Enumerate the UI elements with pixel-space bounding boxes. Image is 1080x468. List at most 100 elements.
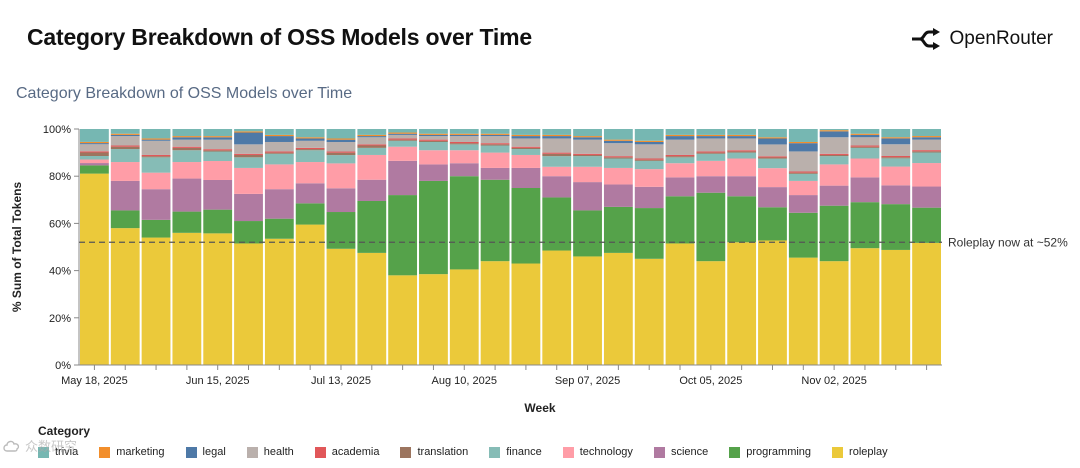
bar-segment-academia	[542, 152, 572, 154]
legend-title: Category	[38, 424, 91, 438]
bar-segment-health	[357, 137, 387, 145]
bar-segment-finance	[542, 156, 572, 167]
bar-segment-roleplay	[449, 269, 479, 365]
legend-item-trivia[interactable]: trivia	[38, 446, 78, 458]
bar-segment-trivia	[141, 129, 171, 139]
bar-segment-roleplay	[634, 258, 664, 365]
bar-segment-trivia	[573, 129, 602, 137]
bar-segment-translation	[573, 154, 602, 157]
bar-segment-health	[696, 138, 726, 152]
bar-segment-trivia	[480, 129, 510, 134]
bar-segment-science	[357, 179, 387, 201]
bar-segment-academia	[634, 158, 664, 160]
bar-segment-translation	[234, 154, 263, 158]
legend-item-legal[interactable]: legal	[185, 446, 226, 458]
bar-segment-science	[542, 176, 572, 198]
bar-segment-programming	[511, 188, 541, 264]
bar-segment-health	[141, 140, 171, 155]
bar-segment-technology	[603, 167, 633, 185]
bar-segment-academia	[881, 156, 911, 158]
bar-segment-health	[234, 144, 263, 154]
bar-segment-roleplay	[264, 238, 294, 365]
bar-segment-academia	[80, 151, 109, 153]
bar-segment-science	[912, 186, 941, 208]
bar-segment-translation	[172, 147, 202, 151]
legend-item-academia[interactable]: academia	[314, 446, 379, 458]
bar-segment-marketing	[758, 137, 787, 139]
bar-segment-academia	[603, 156, 633, 158]
legend-label: trivia	[55, 446, 79, 458]
bar-segment-health	[912, 139, 941, 151]
bar-segment-programming	[388, 195, 418, 276]
annotation-label: Roleplay now at ~52%	[948, 235, 1068, 249]
legend-item-translation[interactable]: translation	[400, 446, 468, 458]
bar-segment-academia	[110, 145, 140, 147]
bar-segment-trivia	[850, 129, 880, 134]
bar-segment-trivia	[388, 129, 418, 133]
bar-segment-marketing	[542, 134, 572, 137]
bar-segment-academia	[449, 141, 479, 144]
bar-segment-programming	[295, 203, 325, 225]
bar-segment-legal	[912, 137, 941, 140]
bar-segment-academia	[357, 144, 387, 146]
bar-segment-roleplay	[80, 173, 109, 365]
legend-item-health[interactable]: health	[246, 446, 294, 458]
legend-swatch	[562, 446, 574, 458]
legend-item-roleplay[interactable]: roleplay	[832, 446, 888, 458]
bar-segment-translation	[511, 147, 541, 150]
bar-segment-trivia	[788, 129, 818, 142]
bar-segment-academia	[819, 153, 849, 155]
bar-segment-translation	[912, 151, 941, 153]
bar-segment-health	[573, 139, 602, 154]
bar-segment-health	[634, 144, 664, 159]
bar-segment-science	[141, 189, 171, 220]
bar-segment-marketing	[573, 136, 602, 138]
legend-swatch	[185, 446, 197, 458]
bar-segment-academia	[388, 138, 418, 140]
bar-segment-legal	[295, 138, 325, 141]
bar-segment-roleplay	[480, 261, 510, 365]
legend-label: roleplay	[849, 446, 888, 458]
bar-segment-translation	[326, 152, 356, 156]
bar-segment-legal	[264, 136, 294, 142]
cloud-icon	[3, 440, 20, 452]
x-tick-label: Aug 10, 2025	[432, 375, 497, 387]
bar-segment-science	[388, 160, 418, 196]
bar-segment-finance	[480, 145, 510, 153]
brand-logo[interactable]: OpenRouter	[911, 27, 1053, 51]
bar-segment-academia	[141, 154, 171, 157]
bar-segment-roleplay	[388, 275, 418, 365]
bar-segment-translation	[727, 151, 757, 153]
bar-segment-academia	[788, 171, 818, 173]
bar-segment-translation	[141, 156, 171, 158]
bar-segment-legal	[388, 133, 418, 135]
bar-segment-science	[234, 193, 263, 222]
bar-segment-legal	[696, 136, 726, 139]
bar-segment-programming	[850, 202, 880, 249]
bar-segment-trivia	[326, 129, 356, 139]
x-tick-label: Nov 02, 2025	[801, 375, 866, 387]
legend-swatch	[38, 446, 49, 458]
bar-segment-health	[542, 138, 572, 153]
bar-segment-health	[80, 144, 109, 152]
bar-segment-health	[419, 136, 448, 140]
legend-item-science[interactable]: science	[653, 446, 708, 458]
bar-segment-legal	[819, 131, 849, 138]
legend-item-marketing[interactable]: marketing	[99, 446, 165, 458]
bar-segment-marketing	[326, 138, 356, 140]
bar-segment-roleplay	[603, 252, 633, 365]
legend-swatch	[400, 446, 412, 458]
bar-segment-finance	[141, 157, 171, 173]
bar-segment-academia	[480, 143, 510, 145]
legend-item-finance[interactable]: finance	[489, 446, 542, 458]
bar-segment-technology	[80, 159, 109, 164]
bar-segment-marketing	[788, 141, 818, 144]
bar-segment-technology	[511, 154, 541, 168]
legend-item-technology[interactable]: technology	[562, 446, 633, 458]
bar-segment-technology	[912, 163, 941, 187]
x-tick-label: Jul 13, 2025	[311, 375, 371, 387]
page-title: Category Breakdown of OSS Models over Ti…	[27, 24, 532, 50]
bar-segment-academia	[295, 147, 325, 150]
bar-segment-science	[449, 163, 479, 177]
legend-item-programming[interactable]: programming	[729, 446, 811, 458]
